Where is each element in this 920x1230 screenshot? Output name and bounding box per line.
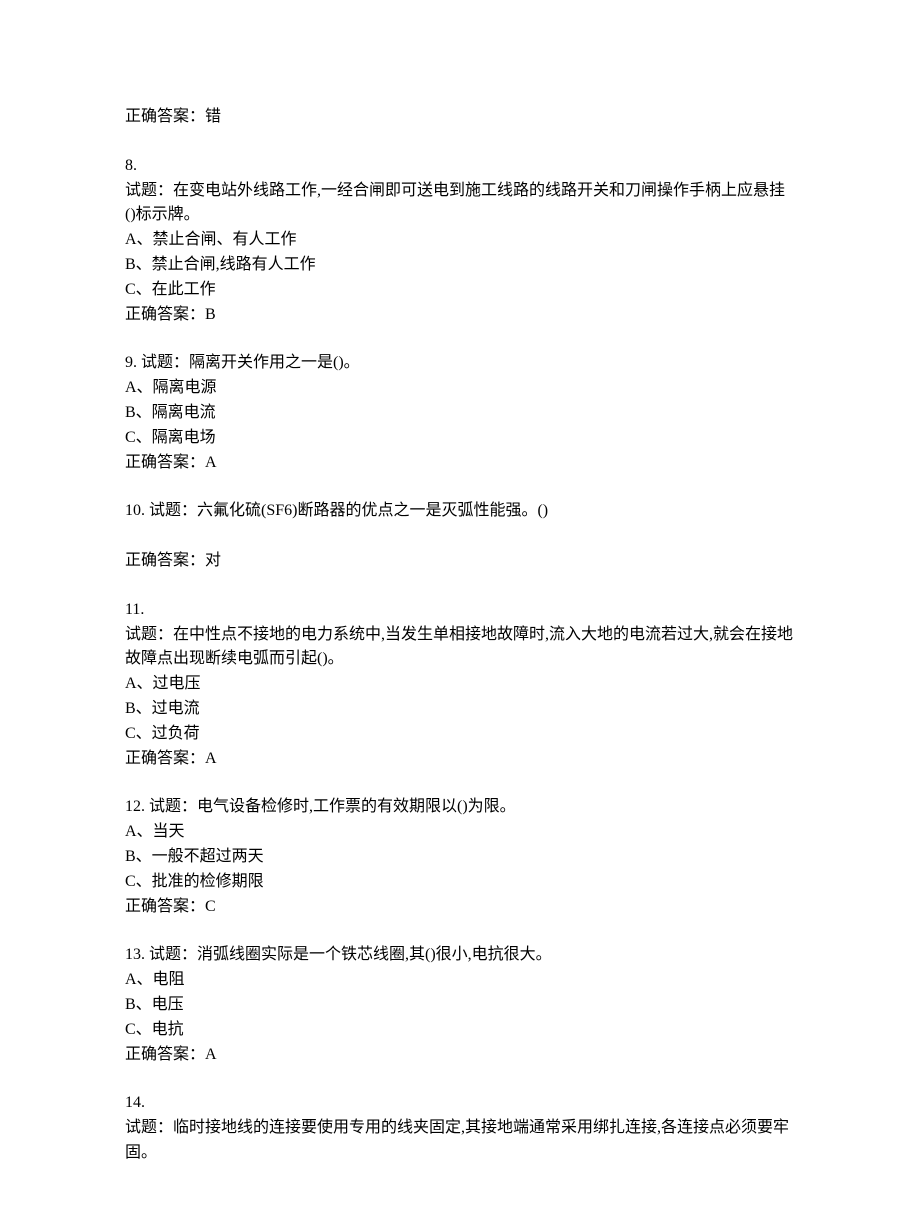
option-b: B、一般不超过两天 bbox=[125, 845, 795, 870]
question-header: 13. 试题：消弧线圈实际是一个铁芯线圈,其()很小,电抗很大。 bbox=[125, 943, 795, 968]
option-a: A、禁止合闸、有人工作 bbox=[125, 228, 795, 253]
question-number: 11. bbox=[125, 598, 795, 623]
option-c: C、批准的检修期限 bbox=[125, 870, 795, 895]
question-8: 8. 试题：在变电站外线路工作,一经合闸即可送电到施工线路的线路开关和刀闸操作手… bbox=[125, 154, 795, 328]
question-10: 10. 试题：六氟化硫(SF6)断路器的优点之一是灭弧性能强。() 正确答案：对 bbox=[125, 499, 795, 573]
answer-text: 正确答案：C bbox=[125, 895, 795, 920]
option-b: B、过电流 bbox=[125, 697, 795, 722]
answer-text: 正确答案：A bbox=[125, 1043, 795, 1068]
answer-text: 正确答案：A bbox=[125, 747, 795, 772]
answer-text: 正确答案：对 bbox=[125, 549, 795, 574]
question-header: 10. 试题：六氟化硫(SF6)断路器的优点之一是灭弧性能强。() bbox=[125, 499, 795, 524]
option-c: C、过负荷 bbox=[125, 722, 795, 747]
option-a: A、过电压 bbox=[125, 672, 795, 697]
question-number: 8. bbox=[125, 154, 795, 179]
question-header: 9. 试题：隔离开关作用之一是()。 bbox=[125, 351, 795, 376]
option-b: B、禁止合闸,线路有人工作 bbox=[125, 253, 795, 278]
question-stem: 试题：临时接地线的连接要使用专用的线夹固定,其接地端通常采用绑扎连接,各连接点必… bbox=[125, 1116, 795, 1166]
answer-text: 正确答案：B bbox=[125, 303, 795, 328]
question-11: 11. 试题：在中性点不接地的电力系统中,当发生单相接地故障时,流入大地的电流若… bbox=[125, 598, 795, 772]
option-b: B、电压 bbox=[125, 993, 795, 1018]
answer-text: 正确答案：A bbox=[125, 451, 795, 476]
option-a: A、隔离电源 bbox=[125, 376, 795, 401]
question-9: 9. 试题：隔离开关作用之一是()。 A、隔离电源 B、隔离电流 C、隔离电场 … bbox=[125, 351, 795, 475]
question-13: 13. 试题：消弧线圈实际是一个铁芯线圈,其()很小,电抗很大。 A、电阻 B、… bbox=[125, 943, 795, 1067]
question-stem: 试题：在中性点不接地的电力系统中,当发生单相接地故障时,流入大地的电流若过大,就… bbox=[125, 623, 795, 673]
answer-7: 正确答案：错 bbox=[125, 105, 795, 130]
answer-text: 正确答案：错 bbox=[125, 105, 795, 130]
option-c: C、在此工作 bbox=[125, 278, 795, 303]
option-c: C、电抗 bbox=[125, 1018, 795, 1043]
question-12: 12. 试题：电气设备检修时,工作票的有效期限以()为限。 A、当天 B、一般不… bbox=[125, 795, 795, 919]
option-a: A、电阻 bbox=[125, 968, 795, 993]
option-c: C、隔离电场 bbox=[125, 426, 795, 451]
question-14: 14. 试题：临时接地线的连接要使用专用的线夹固定,其接地端通常采用绑扎连接,各… bbox=[125, 1091, 795, 1165]
question-header: 12. 试题：电气设备检修时,工作票的有效期限以()为限。 bbox=[125, 795, 795, 820]
option-b: B、隔离电流 bbox=[125, 401, 795, 426]
question-number: 14. bbox=[125, 1091, 795, 1116]
question-stem: 试题：在变电站外线路工作,一经合闸即可送电到施工线路的线路开关和刀闸操作手柄上应… bbox=[125, 179, 795, 229]
option-a: A、当天 bbox=[125, 820, 795, 845]
